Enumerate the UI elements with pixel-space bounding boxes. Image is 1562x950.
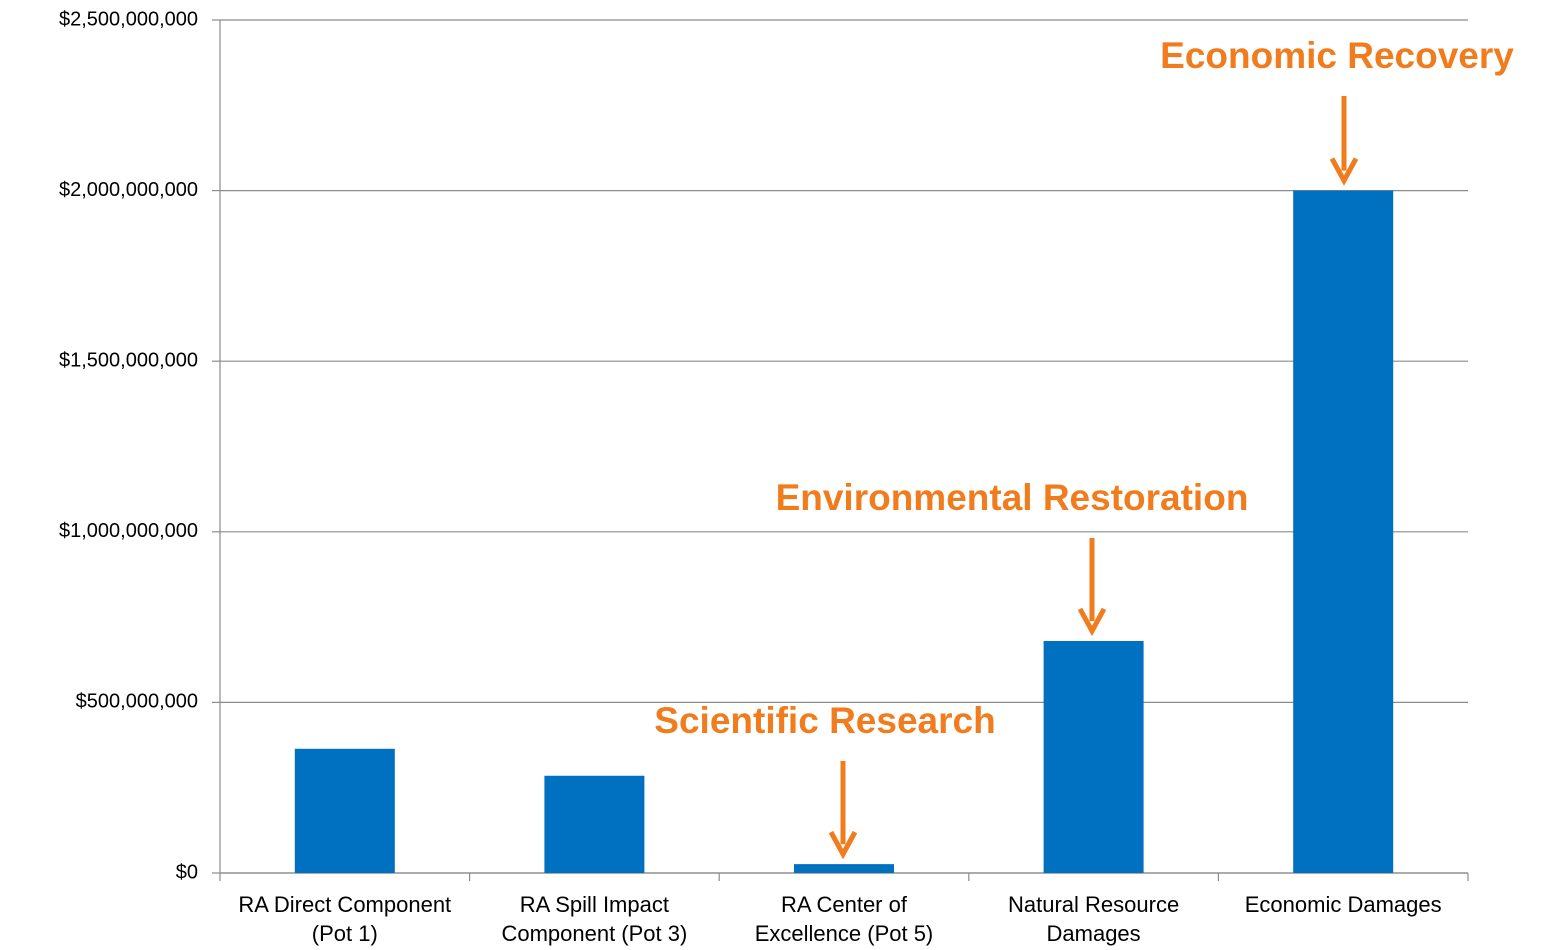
bar [1043,640,1144,873]
x-tick-label: RA Direct Component (Pot 1) [238,892,452,946]
annotation: Scientific Research [654,700,995,741]
bar [294,748,395,873]
y-tick-label: $1,500,000,000 [59,349,198,371]
y-tick-label: $500,000,000 [76,691,198,713]
x-tick-label: RA Spill Impact Component (Pot 3) [501,892,688,946]
y-tick-label: $2,000,000,000 [59,179,198,201]
x-tick-label: RA Center of Excellence (Pot 5) [754,892,934,946]
y-tick-label: $2,500,000,000 [59,8,198,30]
annotation-arrowhead [1329,157,1359,186]
y-tick-label: $0 [176,861,198,883]
x-tick-label: Natural Resource Damages [1008,892,1180,946]
annotation: Economic Recovery [1160,35,1514,76]
annotation-arrowhead [1077,607,1107,637]
x-tick-label: Economic Damages [1244,892,1442,917]
bar [1293,190,1394,874]
annotation-arrowhead [828,830,858,860]
bar [794,864,894,873]
annotation: Environmental Restoration [776,477,1249,518]
bar [544,775,645,873]
y-tick-label: $1,000,000,000 [59,520,198,542]
